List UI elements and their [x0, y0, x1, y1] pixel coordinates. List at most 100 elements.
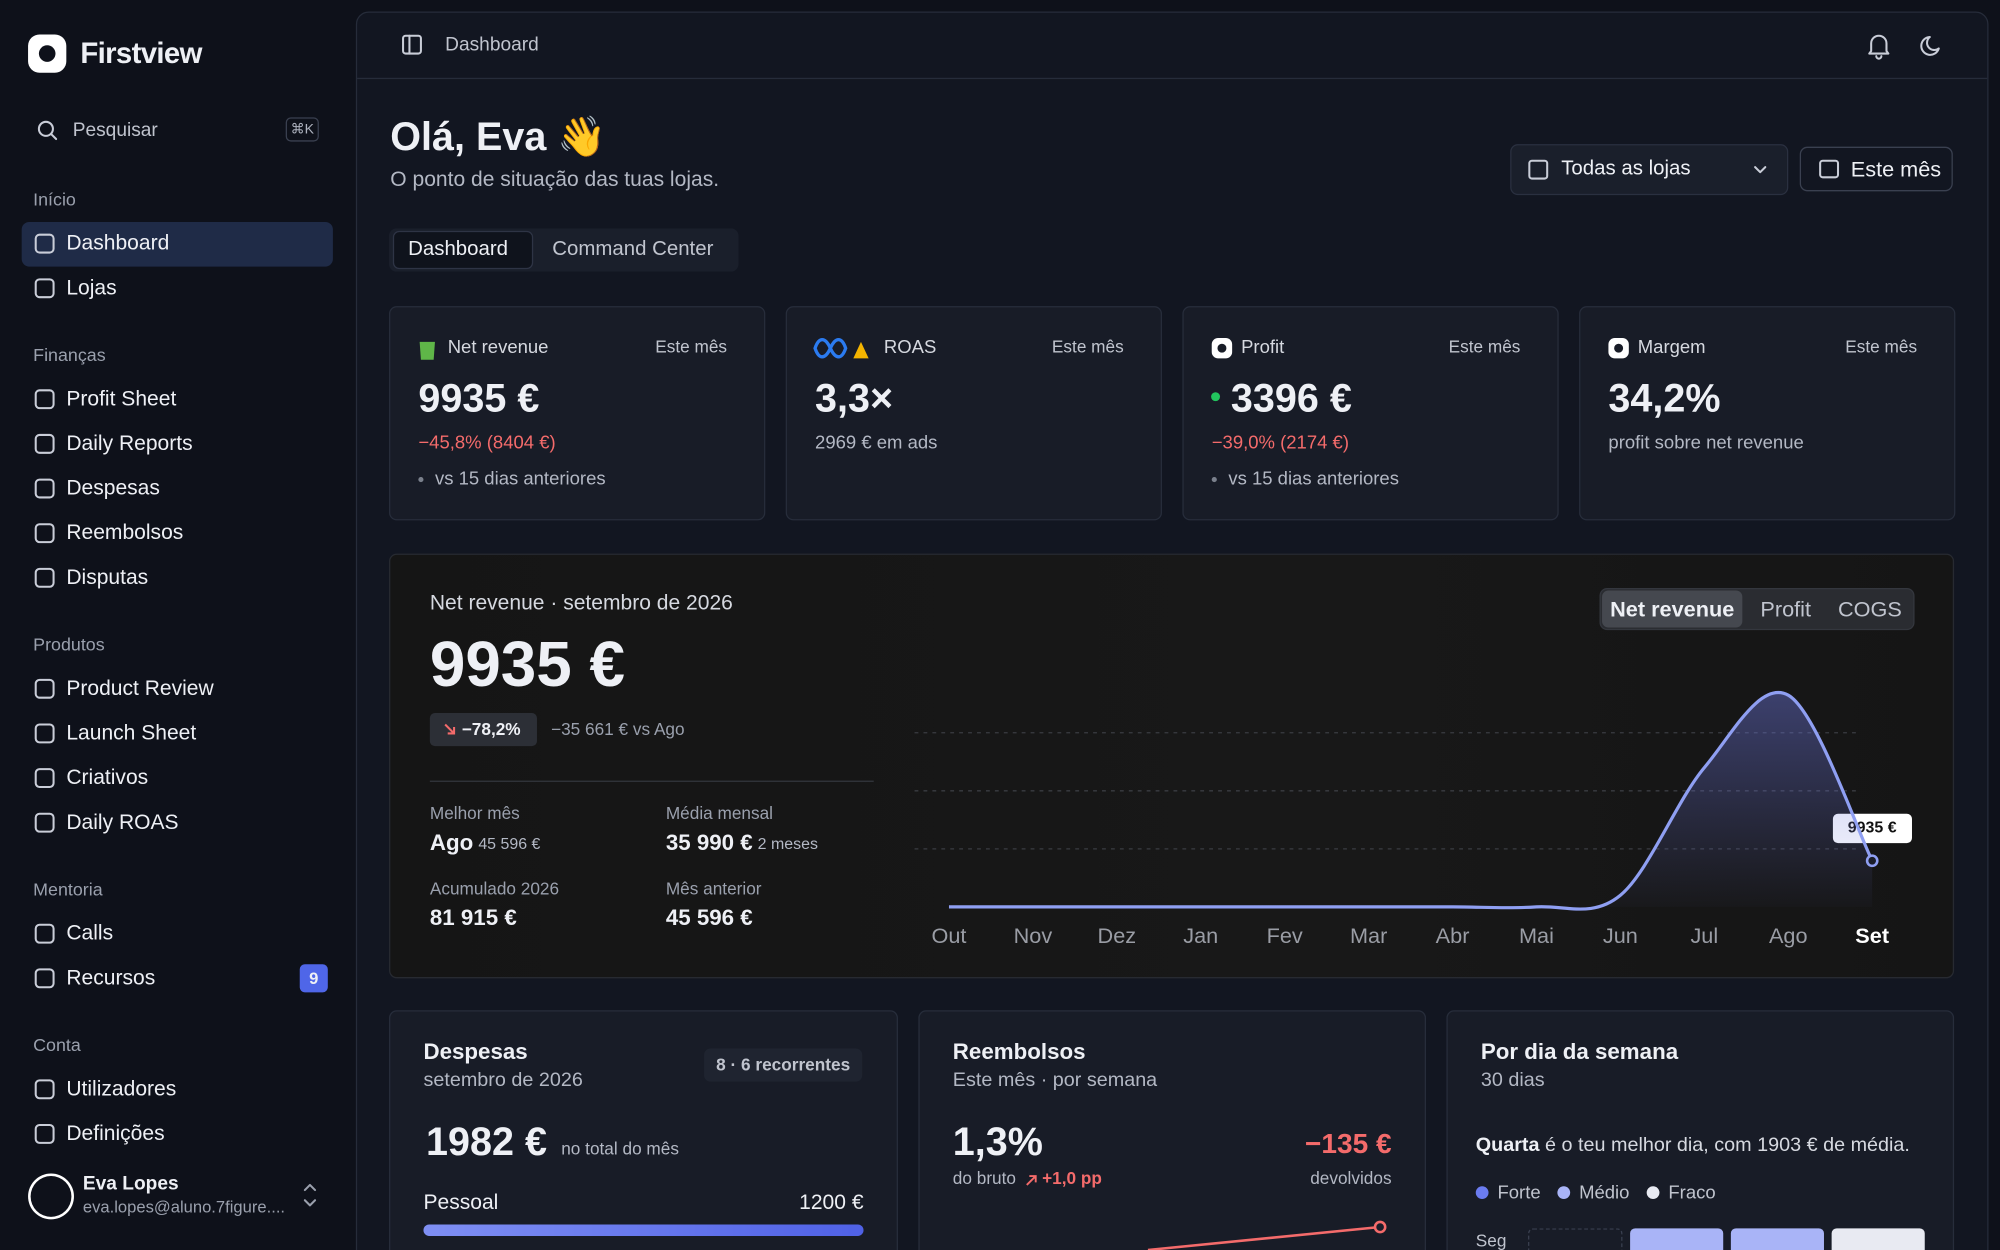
x-tick-label: Dez [1097, 924, 1137, 949]
line-area [948, 692, 1873, 910]
kpi-card [785, 306, 1162, 521]
x-tick-label: Out [931, 924, 967, 949]
shortcut-key [285, 117, 319, 142]
period-button[interactable] [1799, 146, 1953, 192]
store-chevron [1754, 166, 1767, 174]
x-tick-label: Mar [1349, 924, 1388, 949]
nav-item[interactable]: Recursos [66, 966, 156, 990]
user-avatar-inner [30, 1176, 72, 1217]
heat-cell [1630, 1228, 1724, 1250]
kpi-value: 3396 € [1230, 375, 1352, 421]
stat-label: Média mensal [665, 803, 774, 824]
revenue-divider [429, 780, 874, 782]
revenue-compare: −35 661 € vs Ago [551, 719, 685, 739]
legend-dot [1557, 1186, 1571, 1199]
weekday-card [1446, 1010, 1955, 1250]
nav-item[interactable]: Reembolsos [66, 521, 184, 545]
x-tick-label: Abr [1435, 924, 1470, 949]
kpi-label: ROAS [883, 337, 937, 359]
kpi-note: vs 15 dias anteriores [1228, 469, 1399, 490]
metric-toggle-option[interactable]: Net revenue [1610, 597, 1735, 622]
revenue-change-arrow [444, 723, 456, 735]
stat-extra: 2 meses [757, 835, 818, 853]
brand-logo-hole [38, 45, 56, 62]
theme-icon[interactable] [1920, 35, 1940, 56]
kpi-change: −45,8% (8404 €) [418, 433, 556, 454]
greeting-title: Olá, Eva 👋 [390, 114, 607, 159]
kpi-indicator [1211, 392, 1221, 402]
kpi-period: Este mês [1845, 337, 1918, 357]
x-tick-label: Ago [1768, 924, 1808, 949]
kpi-period: Este mês [655, 337, 728, 357]
nav-item[interactable]: Calls [66, 921, 114, 945]
expenses-note: no total do mês [561, 1139, 679, 1159]
nav-badge-bg [299, 964, 328, 993]
nav-badge: 9 [309, 968, 319, 988]
weekday-row-label: Seg [1475, 1231, 1507, 1250]
nav-icon [34, 768, 55, 789]
calendar-icon [1819, 159, 1840, 179]
store-select[interactable] [1510, 144, 1789, 196]
expense-bar [423, 1224, 864, 1236]
heat-cell [1730, 1228, 1824, 1250]
kpi-note: vs 15 dias anteriores [434, 469, 606, 490]
refunds-card [918, 1010, 1427, 1250]
nav-item[interactable]: Launch Sheet [66, 721, 197, 745]
user-name: Eva Lopes [82, 1172, 179, 1195]
search-icon-handle [49, 132, 58, 141]
refunds-change: +1,0 pp [1042, 1168, 1102, 1188]
kpi-value: 34,2% [1608, 375, 1721, 421]
nav-item[interactable]: Lojas [66, 276, 117, 300]
nav-active-bg [21, 221, 333, 267]
nav-item[interactable]: Criativos [66, 766, 149, 790]
kpi-label: Net revenue [447, 337, 549, 359]
kpi-period: Este mês [1448, 337, 1521, 357]
x-tick-label: Fev [1266, 924, 1303, 949]
refunds-amount: −135 € [1304, 1127, 1392, 1160]
card-subtitle: setembro de 2026 [423, 1069, 583, 1091]
sidebar-toggle[interactable] [402, 34, 422, 55]
nav-item[interactable]: Dashboard [66, 231, 170, 255]
x-tick-label: Jun [1602, 924, 1638, 949]
nav-item[interactable]: Profit Sheet [66, 387, 177, 411]
nav-item[interactable]: Definições [66, 1122, 165, 1146]
period-button-label: Este mês [1850, 157, 1942, 182]
kpi-value: 3,3× [815, 375, 894, 421]
metric-toggle-option[interactable]: COGS [1837, 597, 1902, 622]
expense-row-label: Pessoal [423, 1191, 499, 1214]
metric-toggle-option[interactable]: Profit [1760, 597, 1812, 622]
kpi-icon-hole [1217, 343, 1227, 353]
nav-icon [34, 389, 55, 410]
nav-item[interactable]: Utilizadores [66, 1077, 177, 1101]
nav-section-title: Produtos [33, 633, 105, 655]
bell-icon[interactable] [1868, 34, 1890, 60]
nav-icon [34, 968, 55, 989]
nav-item[interactable]: Disputas [66, 566, 149, 589]
kpi-label: Margem [1637, 337, 1706, 359]
kpi-icon [419, 341, 435, 360]
refunds-value: 1,3% [952, 1119, 1043, 1164]
refunds-trend [1147, 1225, 1381, 1250]
kpi-note: profit sobre net revenue [1608, 433, 1804, 454]
tab[interactable]: Command Center [552, 238, 714, 261]
nav-item[interactable]: Product Review [66, 676, 214, 700]
kpi-value: 9935 € [418, 375, 540, 421]
nav-icon [34, 1123, 55, 1144]
kpi-icon-meta [813, 338, 848, 359]
kpi-note-bullet [418, 477, 424, 483]
nav-item[interactable]: Daily ROAS [66, 810, 179, 834]
kpi-icon-hole [1614, 343, 1624, 353]
nav-item[interactable]: Despesas [66, 476, 160, 500]
legend-label: Fraco [1668, 1183, 1716, 1204]
stat-label: Melhor mês [429, 803, 520, 824]
heat-cell [1831, 1228, 1925, 1250]
stat-value: Ago [429, 829, 474, 855]
brand-name: Firstview [80, 36, 202, 70]
heat-cell [1528, 1228, 1623, 1250]
search-input[interactable]: Pesquisar [72, 119, 158, 141]
nav-item[interactable]: Daily Reports [66, 432, 193, 456]
tab[interactable]: Dashboard [408, 238, 509, 261]
